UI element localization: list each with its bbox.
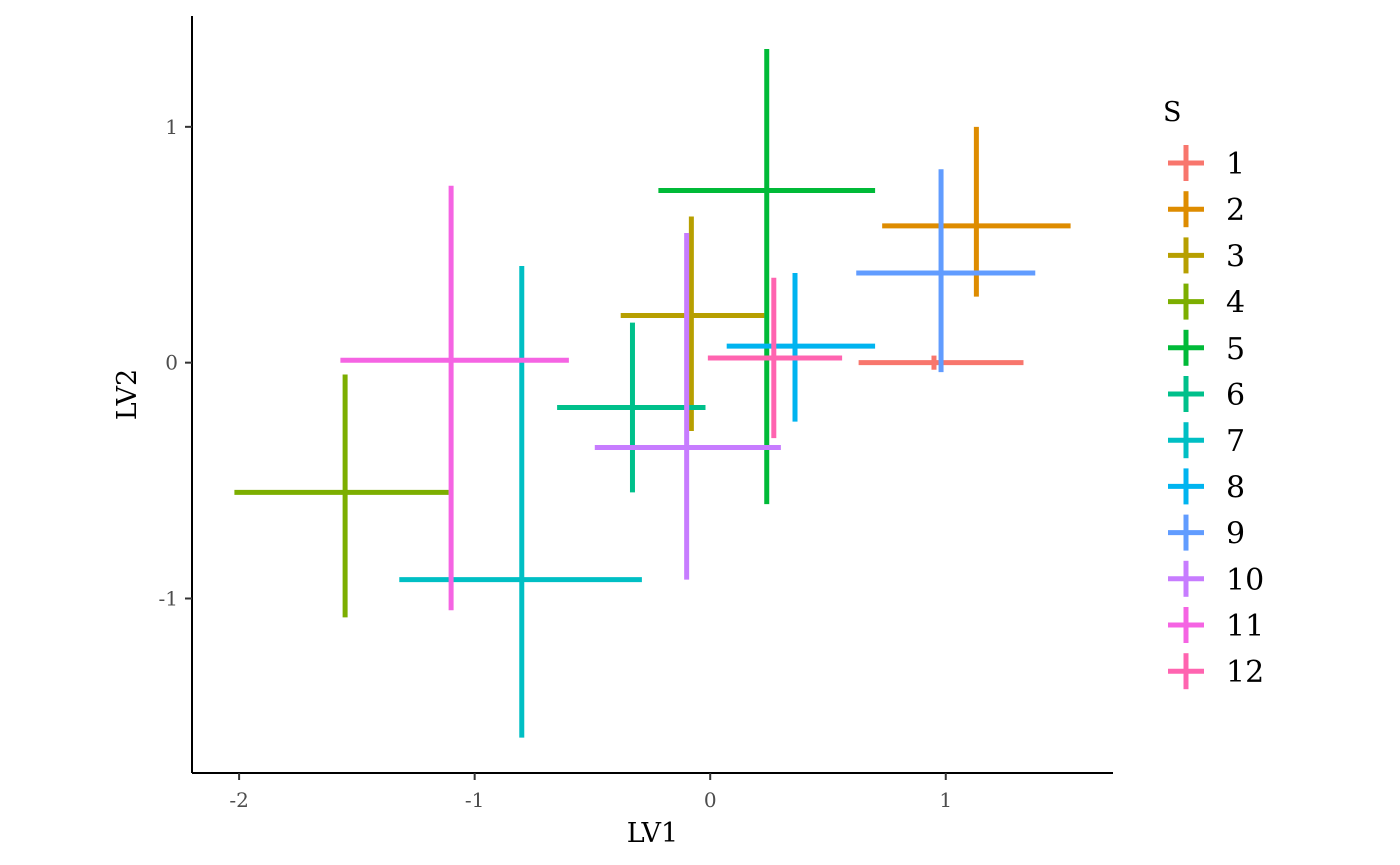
- legend-label: 10: [1226, 563, 1264, 598]
- series-10-crosshair: [594, 232, 781, 580]
- x-axis-ticks: -2 -1 0 1: [229, 773, 952, 812]
- legend-item: 5: [1168, 329, 1245, 367]
- legend-item: 10: [1168, 560, 1264, 598]
- series-12-crosshair: [707, 277, 843, 439]
- legend-item: 3: [1168, 237, 1245, 274]
- series-4-crosshair: [234, 374, 449, 618]
- legend-key-5: [1168, 329, 1204, 366]
- legend-label: 11: [1226, 609, 1264, 644]
- y-tick-label: -1: [159, 586, 178, 610]
- legend-key-2: [1168, 191, 1204, 228]
- legend-item: 6: [1168, 376, 1245, 413]
- x-tick-label: 1: [939, 788, 952, 812]
- legend-key-9: [1168, 514, 1204, 551]
- legend-label: 1: [1226, 147, 1245, 182]
- x-tick-label: -2: [229, 788, 248, 812]
- series-2-crosshair: [882, 126, 1071, 297]
- legend-item: 4: [1168, 283, 1245, 321]
- legend-label: 2: [1226, 193, 1245, 228]
- legend-item: 11: [1168, 607, 1264, 644]
- legend-label: 3: [1226, 239, 1245, 274]
- x-tick-label: 0: [704, 788, 717, 812]
- legend-key-1: [1168, 145, 1204, 181]
- y-tick-label: 0: [165, 351, 178, 375]
- legend-key-12: [1168, 653, 1204, 690]
- series-6-crosshair: [557, 322, 706, 493]
- x-axis-title: LV1: [627, 818, 678, 849]
- series-8-crosshair: [726, 273, 876, 422]
- legend-label: 5: [1226, 332, 1245, 367]
- legend-key-3: [1168, 237, 1204, 274]
- y-tick-label: 1: [165, 115, 178, 139]
- legend-label: 9: [1226, 517, 1245, 552]
- plot-area: [234, 49, 1071, 738]
- y-axis-title: LV2: [112, 369, 143, 420]
- legend-key-11: [1168, 607, 1204, 643]
- legend-item: 8: [1168, 468, 1245, 505]
- legend-label: 12: [1226, 655, 1264, 690]
- legend-item: 1: [1168, 145, 1245, 182]
- legend-key-8: [1168, 468, 1204, 505]
- legend-item: 2: [1168, 191, 1245, 228]
- y-axis-ticks: -1 0 1: [159, 115, 192, 610]
- series-7-crosshair: [399, 265, 642, 738]
- legend-item: 9: [1168, 514, 1245, 552]
- legend-key-4: [1168, 283, 1204, 320]
- series-11-crosshair: [340, 185, 569, 611]
- series-9-crosshair: [856, 169, 1036, 373]
- legend-label: 4: [1226, 286, 1245, 321]
- legend-item: 7: [1168, 422, 1245, 459]
- legend-title: S: [1163, 97, 1182, 128]
- x-tick-label: -1: [465, 788, 484, 812]
- legend-label: 6: [1226, 378, 1245, 413]
- legend-key-10: [1168, 560, 1204, 597]
- legend-item: 12: [1168, 653, 1264, 690]
- legend-key-7: [1168, 422, 1204, 459]
- legend-key-6: [1168, 376, 1204, 412]
- legend-label: 8: [1226, 470, 1245, 505]
- legend-label: 7: [1226, 424, 1245, 459]
- series-3-crosshair: [620, 216, 765, 432]
- series-5-crosshair: [658, 49, 876, 505]
